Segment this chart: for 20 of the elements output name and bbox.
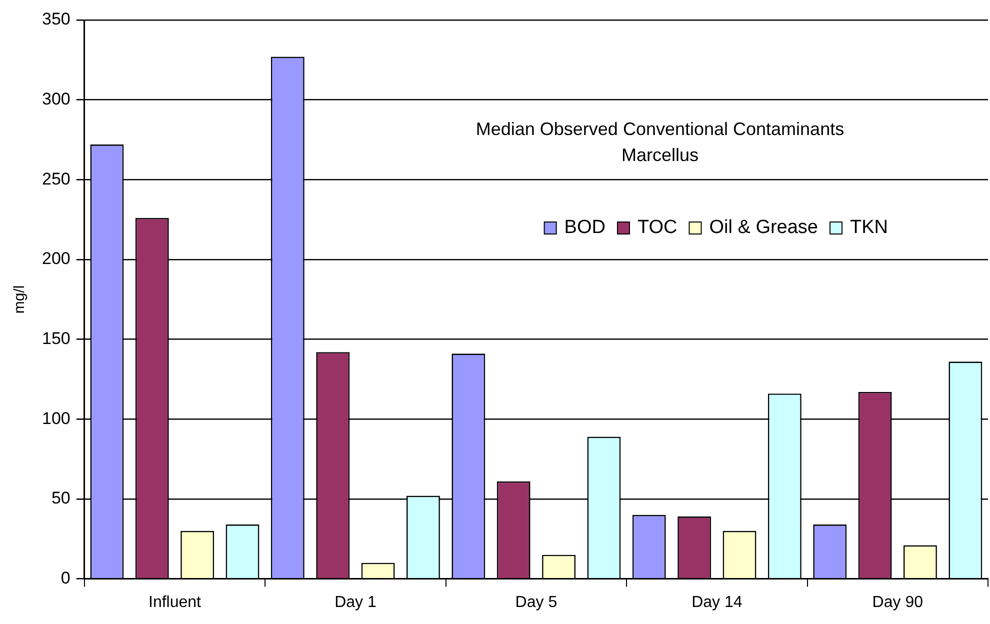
x-tick-label: Influent (148, 594, 202, 611)
legend-label: TOC (637, 217, 678, 238)
y-tick-label: 0 (60, 568, 70, 588)
x-tick-label: Day 5 (515, 594, 558, 611)
y-tick-label: 200 (42, 249, 70, 268)
legend-label: TKN (850, 217, 888, 238)
y-tick-label: 50 (51, 488, 70, 508)
x-tick-label: Day 90 (872, 594, 924, 611)
y-tick-label: 300 (42, 90, 70, 109)
y-tick-label: 250 (42, 169, 70, 188)
y-axis-title: mg/l (11, 285, 28, 314)
legend-label: BOD (564, 217, 606, 238)
y-tick-label: 100 (42, 408, 70, 428)
x-tick-label: Day 1 (334, 594, 376, 611)
legend-label: Oil & Grease (709, 217, 818, 238)
x-tick-label: Day 14 (692, 594, 742, 611)
text: Marcellus (621, 144, 698, 165)
y-tick-label: 350 (42, 10, 70, 29)
y-tick-label: 150 (42, 329, 70, 348)
text: Median Observed Conventional Contaminants (476, 118, 844, 139)
